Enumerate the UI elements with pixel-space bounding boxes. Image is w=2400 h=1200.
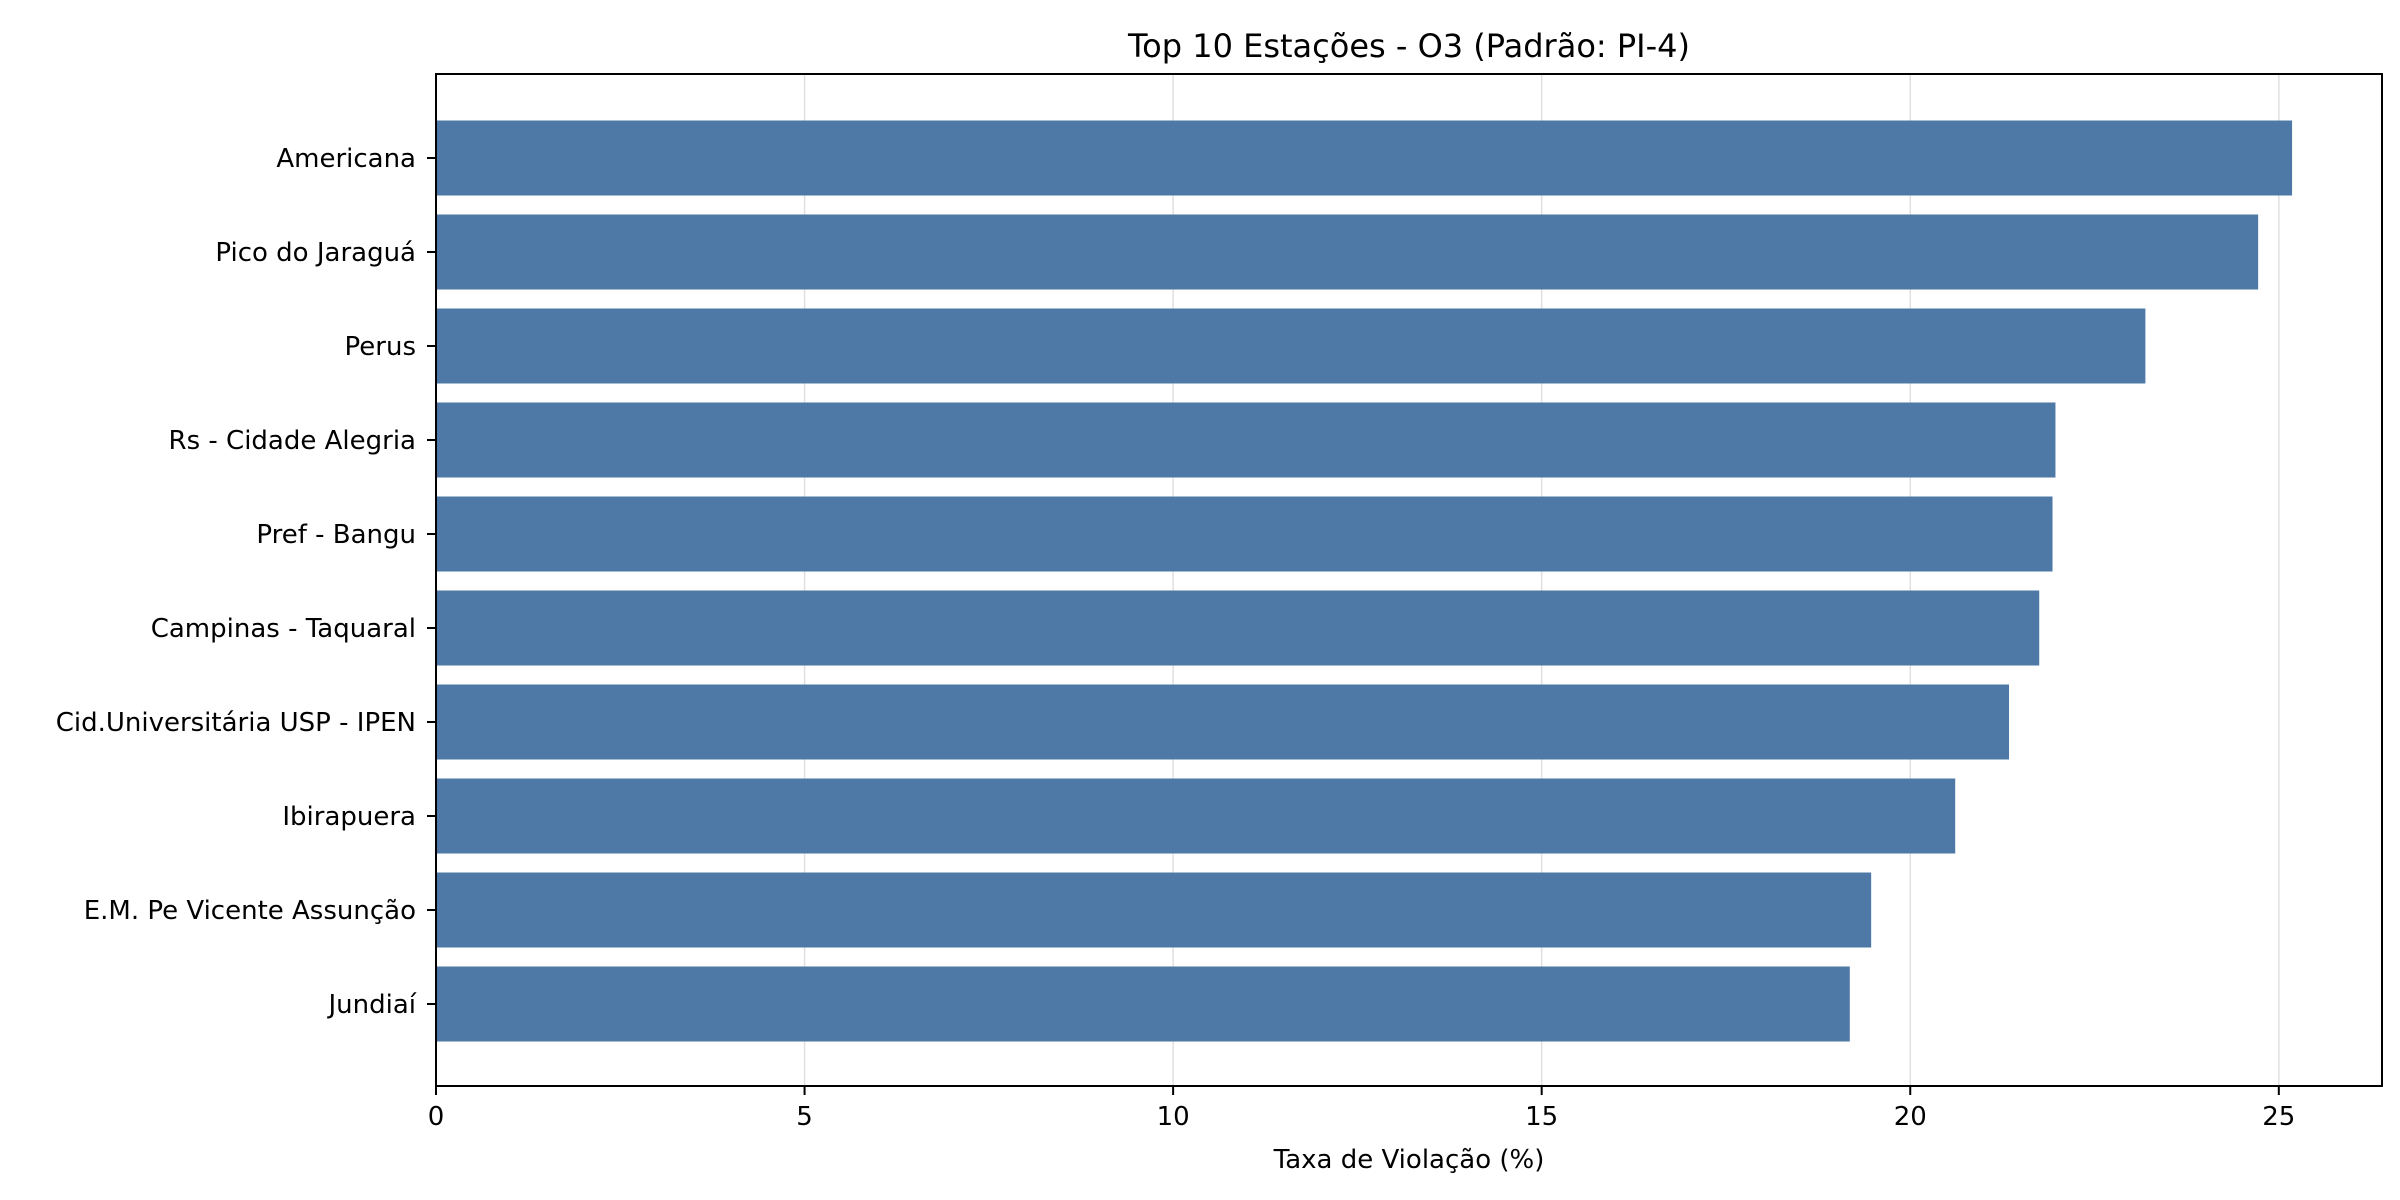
x-tick-label: 15 <box>1525 1102 1558 1132</box>
y-tick-label: Perus <box>345 332 416 362</box>
bar <box>436 496 2053 572</box>
y-tick-label: Jundiaí <box>326 990 416 1020</box>
bar <box>436 684 2010 760</box>
y-tick-label: Pico do Jaraguá <box>215 238 416 268</box>
y-tick-label: Cid.Universitária USP - IPEN <box>56 708 416 738</box>
plot-frame <box>435 73 2383 1087</box>
x-axis-ticks: 0 5 10 15 20 25 <box>428 1086 2295 1132</box>
chart-title: Top 10 Estações - O3 (Padrão: PI-4) <box>1127 27 1690 65</box>
y-tick-label: Ibirapuera <box>282 802 416 832</box>
x-tick-label: 5 <box>796 1102 813 1132</box>
x-tick-label: 20 <box>1894 1102 1927 1132</box>
bars <box>436 120 2293 1042</box>
y-tick-label: Americana <box>276 144 416 174</box>
bar <box>436 778 1956 854</box>
bar <box>436 966 1850 1042</box>
x-tick-label: 25 <box>2262 1102 2295 1132</box>
bar <box>436 120 2293 196</box>
y-tick-label: Pref - Bangu <box>256 520 416 550</box>
x-axis-label: Taxa de Violação (%) <box>1273 1145 1545 1175</box>
y-axis-ticks: Americana Pico do Jaraguá Perus Rs - Cidade… <box>56 144 436 1020</box>
x-tick-label: 10 <box>1157 1102 1190 1132</box>
bar <box>436 590 2040 666</box>
bar <box>436 308 2146 384</box>
y-tick-label: Rs - Cidade Alegria <box>169 426 416 456</box>
y-tick-label: Campinas - Taquaral <box>151 614 416 644</box>
x-tick-label: 0 <box>428 1102 445 1132</box>
bar <box>436 402 2056 478</box>
y-tick-label: E.M. Pe Vicente Assunção <box>84 896 416 926</box>
bar <box>436 214 2259 290</box>
bar <box>436 872 1872 948</box>
